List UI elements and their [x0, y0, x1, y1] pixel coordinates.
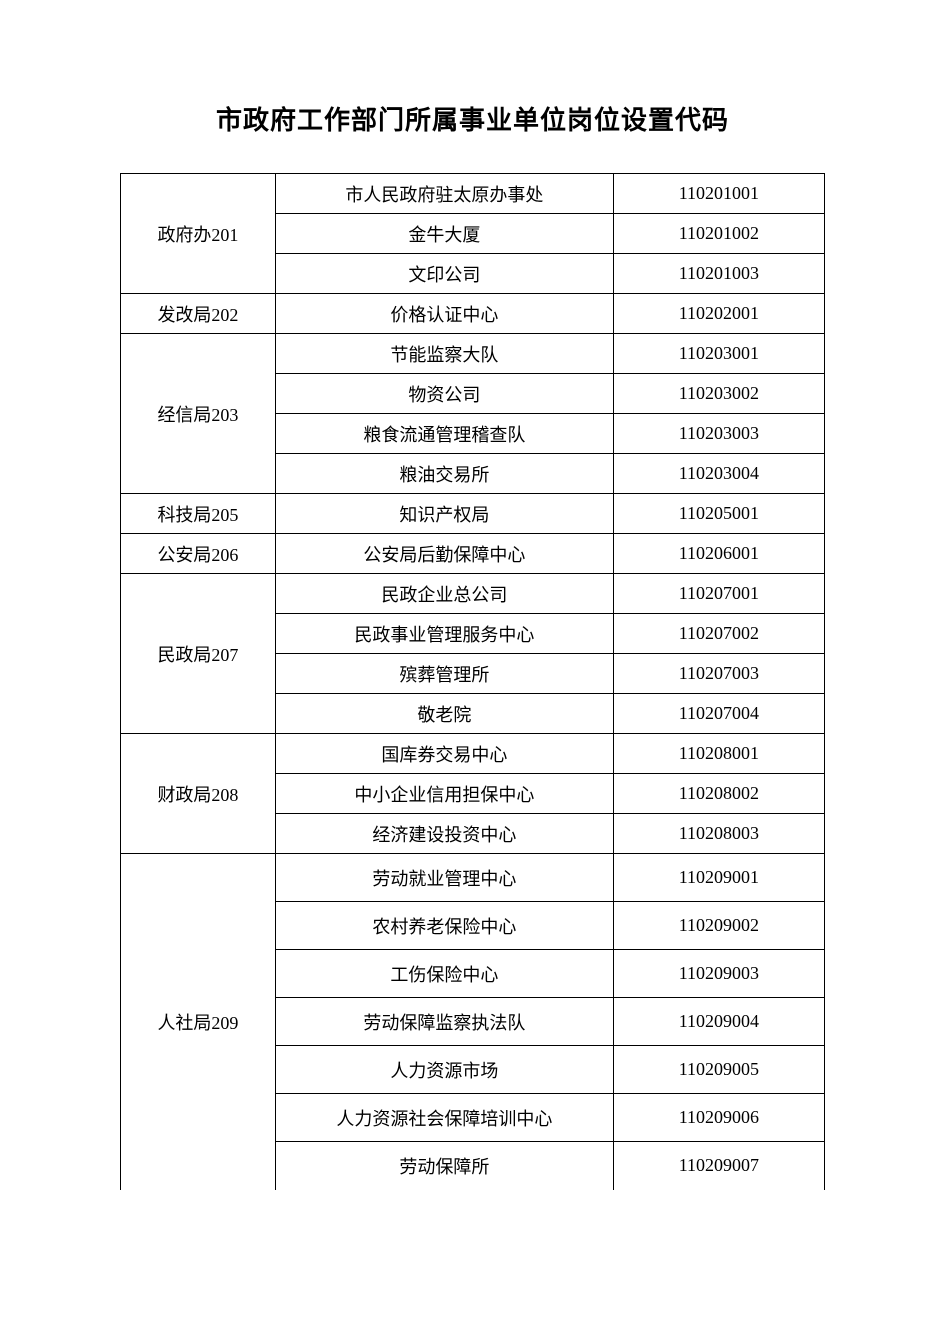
unit-cell: 劳动保障监察执法队	[275, 998, 613, 1046]
code-cell: 110201001	[613, 174, 824, 214]
table-row: 科技局205知识产权局110205001	[121, 494, 825, 534]
code-cell: 110207001	[613, 574, 824, 614]
unit-cell: 殡葬管理所	[275, 654, 613, 694]
code-cell: 110209003	[613, 950, 824, 998]
code-table: 政府办201市人民政府驻太原办事处110201001金牛大厦110201002文…	[120, 173, 825, 1190]
code-cell: 110208002	[613, 774, 824, 814]
unit-cell: 国库券交易中心	[275, 734, 613, 774]
code-cell: 110203002	[613, 374, 824, 414]
unit-cell: 民政企业总公司	[275, 574, 613, 614]
code-cell: 110208003	[613, 814, 824, 854]
dept-cell: 财政局208	[121, 734, 276, 854]
dept-cell: 民政局207	[121, 574, 276, 734]
dept-cell: 科技局205	[121, 494, 276, 534]
unit-cell: 工伤保险中心	[275, 950, 613, 998]
code-cell: 110203001	[613, 334, 824, 374]
code-cell: 110201002	[613, 214, 824, 254]
code-cell: 110209002	[613, 902, 824, 950]
unit-cell: 节能监察大队	[275, 334, 613, 374]
code-cell: 110207002	[613, 614, 824, 654]
page-title: 市政府工作部门所属事业单位岗位设置代码	[120, 100, 825, 137]
unit-cell: 文印公司	[275, 254, 613, 294]
unit-cell: 劳动就业管理中心	[275, 854, 613, 902]
table-row: 民政局207民政企业总公司110207001	[121, 574, 825, 614]
unit-cell: 民政事业管理服务中心	[275, 614, 613, 654]
dept-cell: 公安局206	[121, 534, 276, 574]
unit-cell: 物资公司	[275, 374, 613, 414]
code-cell: 110202001	[613, 294, 824, 334]
unit-cell: 人力资源社会保障培训中心	[275, 1094, 613, 1142]
table-row: 发改局202价格认证中心110202001	[121, 294, 825, 334]
code-cell: 110205001	[613, 494, 824, 534]
unit-cell: 公安局后勤保障中心	[275, 534, 613, 574]
table-row: 公安局206公安局后勤保障中心110206001	[121, 534, 825, 574]
unit-cell: 农村养老保险中心	[275, 902, 613, 950]
code-cell: 110208001	[613, 734, 824, 774]
unit-cell: 劳动保障所	[275, 1142, 613, 1190]
dept-cell: 人社局209	[121, 854, 276, 1190]
code-cell: 110209006	[613, 1094, 824, 1142]
unit-cell: 金牛大厦	[275, 214, 613, 254]
table-row: 人社局209劳动就业管理中心110209001	[121, 854, 825, 902]
unit-cell: 中小企业信用担保中心	[275, 774, 613, 814]
table-row: 财政局208国库券交易中心110208001	[121, 734, 825, 774]
code-cell: 110207003	[613, 654, 824, 694]
code-cell: 110207004	[613, 694, 824, 734]
code-cell: 110209005	[613, 1046, 824, 1094]
code-cell: 110209007	[613, 1142, 824, 1190]
unit-cell: 知识产权局	[275, 494, 613, 534]
code-cell: 110203004	[613, 454, 824, 494]
code-cell: 110209001	[613, 854, 824, 902]
dept-cell: 经信局203	[121, 334, 276, 494]
dept-cell: 政府办201	[121, 174, 276, 294]
code-cell: 110206001	[613, 534, 824, 574]
unit-cell: 人力资源市场	[275, 1046, 613, 1094]
table-row: 经信局203节能监察大队110203001	[121, 334, 825, 374]
unit-cell: 价格认证中心	[275, 294, 613, 334]
table-row: 政府办201市人民政府驻太原办事处110201001	[121, 174, 825, 214]
dept-cell: 发改局202	[121, 294, 276, 334]
unit-cell: 经济建设投资中心	[275, 814, 613, 854]
code-cell: 110203003	[613, 414, 824, 454]
unit-cell: 敬老院	[275, 694, 613, 734]
unit-cell: 粮油交易所	[275, 454, 613, 494]
unit-cell: 粮食流通管理稽查队	[275, 414, 613, 454]
code-cell: 110201003	[613, 254, 824, 294]
code-cell: 110209004	[613, 998, 824, 1046]
unit-cell: 市人民政府驻太原办事处	[275, 174, 613, 214]
